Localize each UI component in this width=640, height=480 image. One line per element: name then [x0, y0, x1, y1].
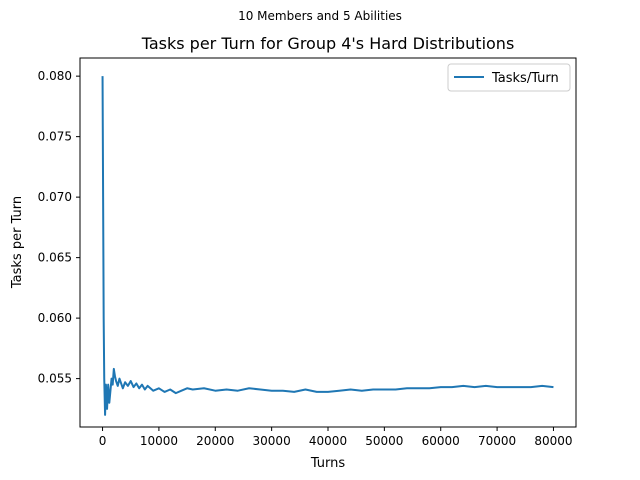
legend: Tasks/Turn — [447, 63, 571, 92]
x-tick-label: 10000 — [140, 434, 178, 448]
x-tick-label: 30000 — [253, 434, 291, 448]
x-tick-label: 60000 — [422, 434, 460, 448]
y-tick-label: 0.060 — [38, 311, 72, 325]
x-tick-label: 50000 — [365, 434, 403, 448]
chart-title: Tasks per Turn for Group 4's Hard Distri… — [141, 34, 515, 53]
x-tick-label: 20000 — [196, 434, 234, 448]
plot-frame — [79, 57, 577, 428]
y-axis-label: Tasks per Turn — [10, 196, 25, 289]
y-tick-label: 0.070 — [38, 190, 72, 204]
x-tick-label: 80000 — [534, 434, 572, 448]
y-tick-label: 0.075 — [38, 130, 72, 144]
plot-area — [80, 58, 576, 427]
line-layer — [101, 76, 554, 416]
legend-label: Tasks/Turn — [491, 71, 559, 86]
y-tick-label: 0.055 — [38, 372, 72, 386]
x-tick-label: 40000 — [309, 434, 347, 448]
chart-suptitle: 10 Members and 5 Abilities — [238, 9, 402, 23]
y-axis-ticks: 0.055 0.060 0.065 0.070 0.075 0.080 — [38, 69, 80, 386]
series-line-0 — [101, 76, 554, 416]
legend-box — [447, 63, 571, 92]
x-tick-label: 0 — [99, 434, 107, 448]
x-axis-ticks: 0 10000 20000 30000 40000 50000 60000 70000 8000… — [99, 427, 573, 448]
x-tick-label: 70000 — [478, 434, 516, 448]
y-tick-label: 0.065 — [38, 251, 72, 265]
x-axis-label: Turns — [310, 456, 346, 471]
y-tick-label: 0.080 — [38, 69, 72, 83]
